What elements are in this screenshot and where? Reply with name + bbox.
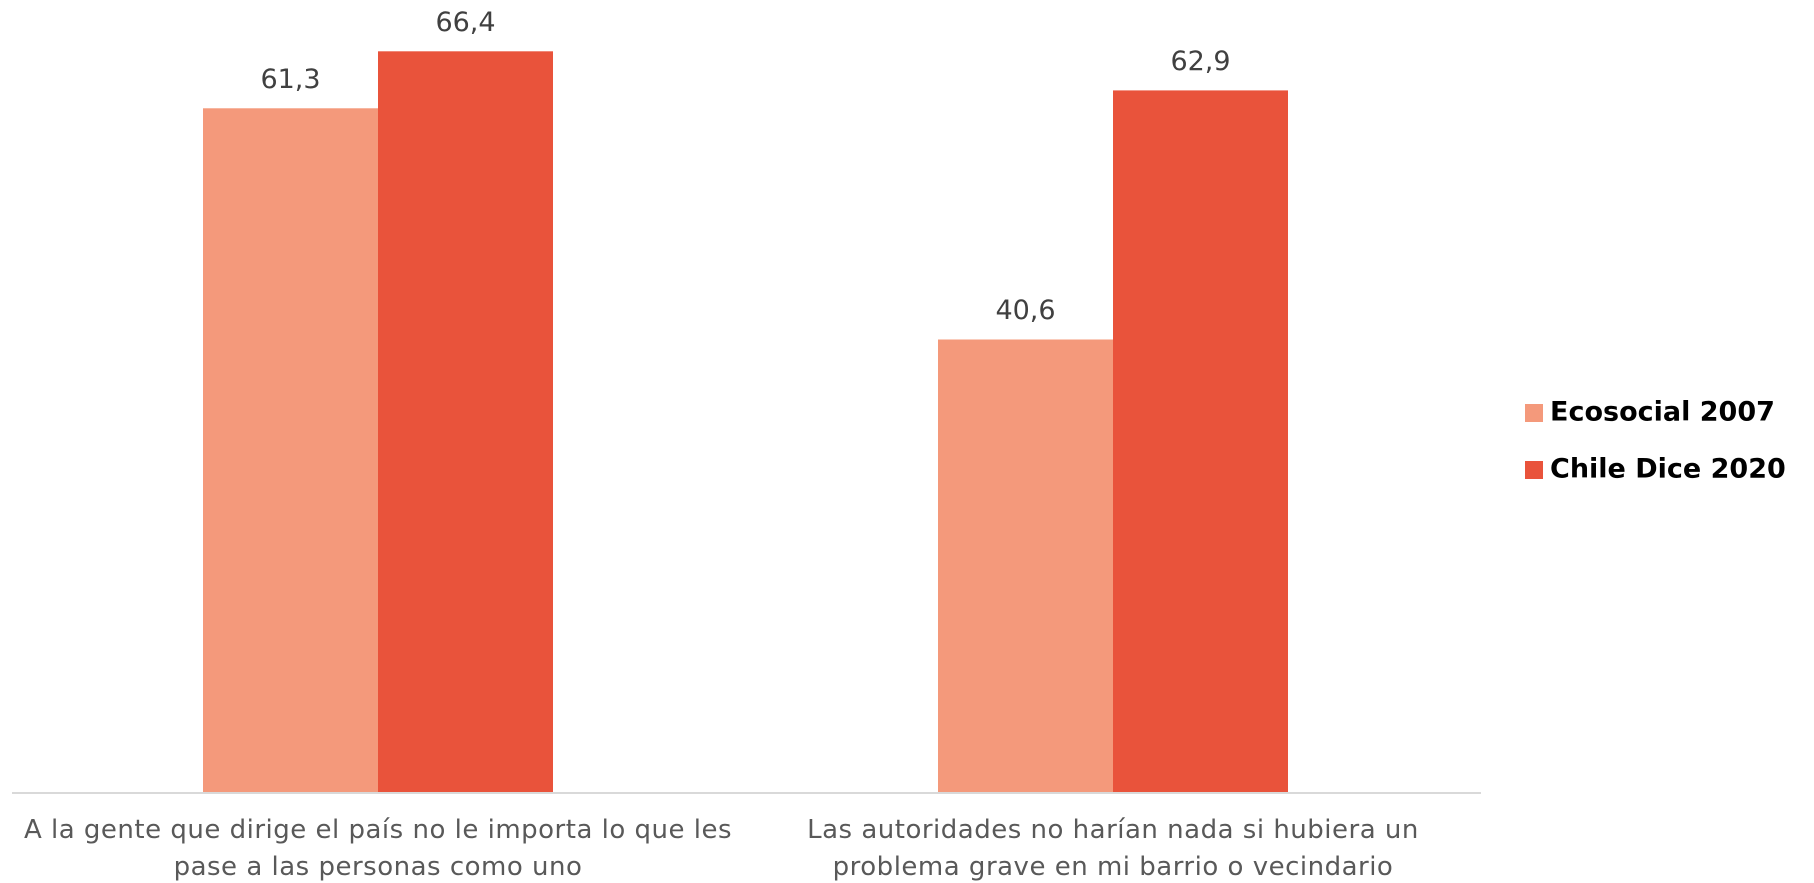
data-label: 40,6: [995, 295, 1055, 326]
x-tick-label: A la gente que dirige el país no le impo…: [23, 815, 733, 882]
legend-label: Ecosocial 2007: [1550, 397, 1775, 428]
bar: [938, 339, 1113, 793]
bar: [1113, 90, 1288, 794]
bar: [378, 51, 553, 793]
legend-label: Chile Dice 2020: [1550, 454, 1786, 485]
legend-swatch: [1525, 404, 1543, 422]
data-label: 61,3: [260, 64, 320, 95]
x-tick-label: Las autoridades no harían nada si hubier…: [807, 815, 1419, 882]
legend-swatch: [1525, 461, 1543, 479]
bar: [203, 108, 378, 794]
data-label: 66,4: [435, 7, 495, 38]
data-label: 62,9: [1170, 46, 1230, 77]
